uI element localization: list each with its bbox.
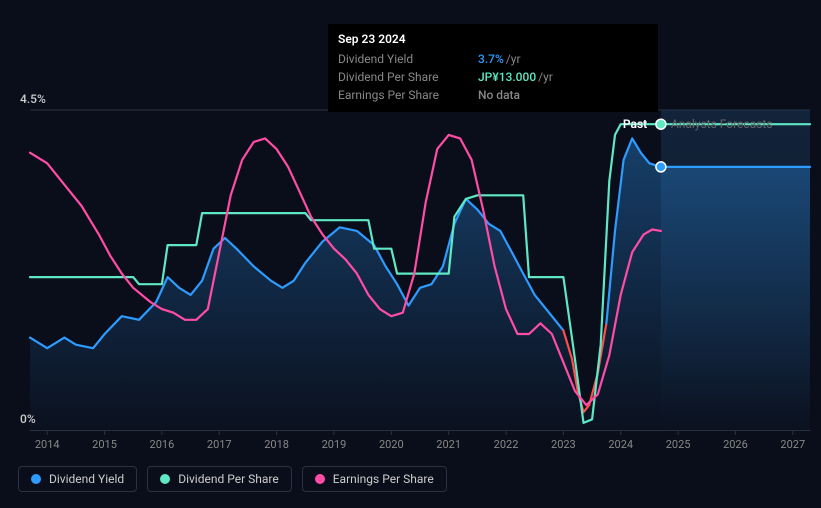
forecast-label: Analysts Forecasts (671, 117, 773, 131)
hover-tooltip: Sep 23 2024 Dividend Yield3.7%/yrDividen… (328, 24, 658, 112)
x-axis-label: 2016 (150, 438, 175, 451)
tooltip-row-label: Dividend Yield (338, 52, 478, 66)
y-axis-label: 4.5% (20, 92, 46, 106)
tooltip-row-label: Dividend Per Share (338, 70, 478, 84)
tooltip-row-value: 3.7% (478, 52, 504, 66)
x-axis-label: 2021 (436, 438, 461, 451)
tooltip-row: Dividend Yield3.7%/yr (338, 50, 648, 68)
tooltip-date: Sep 23 2024 (338, 32, 648, 46)
tooltip-row-label: Earnings Per Share (338, 88, 478, 102)
x-axis-label: 2020 (379, 438, 404, 451)
x-axis-label: 2018 (264, 438, 289, 451)
legend-dot (315, 474, 325, 484)
x-axis-label: 2019 (322, 438, 347, 451)
tooltip-row-suffix: /yr (538, 70, 553, 84)
x-axis-label: 2023 (551, 438, 576, 451)
legend-label: Dividend Per Share (178, 472, 279, 486)
tooltip-row: Earnings Per ShareNo data (338, 86, 648, 104)
tooltip-row-suffix: /yr (506, 52, 521, 66)
legend-label: Earnings Per Share (333, 472, 434, 486)
tooltip-row-value: No data (478, 88, 520, 102)
past-label: Past (623, 117, 647, 131)
x-axis-label: 2026 (723, 438, 748, 451)
legend-item[interactable]: Dividend Per Share (147, 466, 292, 492)
dividend-chart: Sep 23 2024 Dividend Yield3.7%/yrDividen… (0, 0, 821, 508)
x-axis-label: 2017 (207, 438, 232, 451)
tooltip-row-value: JP¥13.000 (478, 70, 536, 84)
x-axis-label: 2015 (92, 438, 117, 451)
x-axis-label: 2027 (780, 438, 805, 451)
y-axis-label: 0% (20, 412, 36, 426)
x-axis-label: 2014 (35, 438, 60, 451)
x-axis-label: 2025 (666, 438, 691, 451)
legend-item[interactable]: Dividend Yield (18, 466, 137, 492)
legend-label: Dividend Yield (49, 472, 124, 486)
legend-item[interactable]: Earnings Per Share (302, 466, 447, 492)
x-axis-label: 2022 (494, 438, 519, 451)
x-axis-label: 2024 (608, 438, 633, 451)
legend-dot (31, 474, 41, 484)
legend-dot (160, 474, 170, 484)
legend: Dividend Yield Dividend Per Share Earnings… (18, 466, 447, 492)
tooltip-row: Dividend Per ShareJP¥13.000/yr (338, 68, 648, 86)
